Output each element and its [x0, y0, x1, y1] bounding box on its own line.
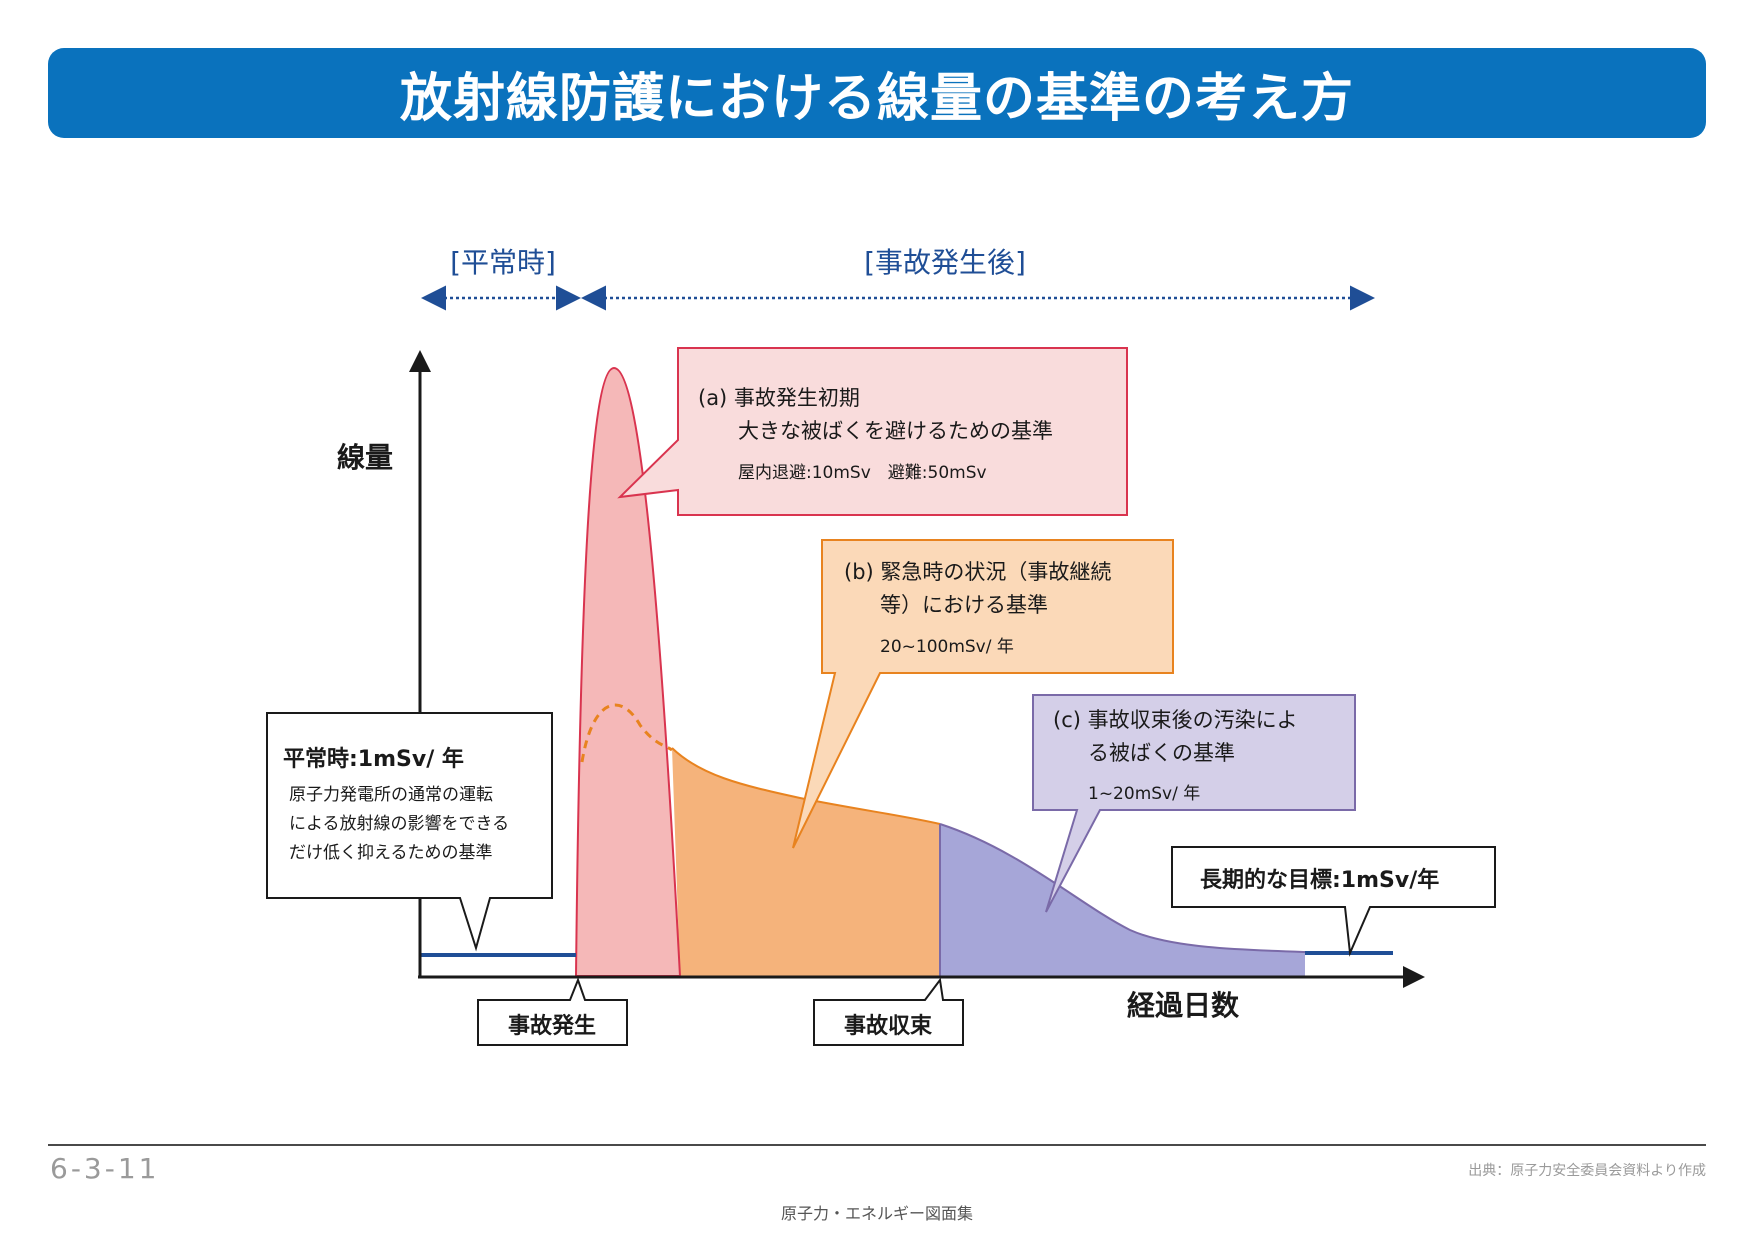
phase-b-curve: [671, 747, 941, 825]
footer-divider: [48, 1144, 1706, 1146]
callout-long-term-box: [1171, 846, 1496, 957]
callout-normal-line-2: による放射線の影響をできる: [289, 814, 509, 834]
x-axis-label: 経過日数: [1127, 989, 1240, 1022]
callout-normal-title: 平常時:1mSv/ 年: [283, 746, 464, 772]
period-label-after: [事故発生後]: [864, 246, 1026, 279]
source-note: 出典：原子力安全委員会資料より作成: [1468, 1163, 1706, 1179]
callout-b-line-2: 等）における基準: [880, 593, 1048, 617]
phase-c-curve: [939, 823, 1306, 953]
callout-a-line-3: 屋内退避:10mSv 避難:50mSv: [738, 463, 987, 483]
callout-normal-line-1: 原子力発電所の通常の運転: [289, 785, 493, 805]
dose-standard-diagram: [平常時] [事故発生後] 線量 経過日数 平常時:1mSv/ 年 原子力発電所…: [266, 246, 1496, 1046]
page-title: 放射線防護における線量の基準の考え方: [399, 68, 1354, 129]
callout-a-line-1: (a) 事故発生初期: [698, 386, 860, 410]
phase-a-spike: [574, 366, 682, 977]
callout-long-term-text: 長期的な目標:1mSv/年: [1200, 867, 1439, 893]
callout-c-line-2: る被ばくの基準: [1088, 741, 1235, 765]
phase-c-area: [940, 824, 1305, 976]
callout-c-line-1: (c) 事故収束後の汚染によ: [1053, 708, 1298, 732]
x-axis-arrowhead: [1403, 966, 1425, 988]
period-label-normal: [平常時]: [450, 246, 556, 279]
page-number: 6-3-11: [50, 1152, 160, 1185]
callout-b-line-3: 20~100mSv/ 年: [880, 637, 1014, 657]
callout-b-box: [792, 539, 1174, 849]
callout-c-line-3: 1~20mSv/ 年: [1088, 784, 1200, 804]
callout-c-box: [1032, 694, 1356, 913]
callout-normal-line-3: だけ低く抑えるための基準: [289, 843, 493, 863]
callout-normal-box: [266, 712, 553, 952]
event-accident-box: [477, 977, 628, 1046]
callout-a-line-2: 大きな被ばくを避けるための基準: [738, 419, 1053, 443]
callout-b-line-1: (b) 緊急時の状況（事故継続: [844, 560, 1111, 584]
y-axis-label: 線量: [337, 441, 393, 474]
event-accident-label: 事故発生: [508, 1013, 596, 1039]
event-resolved-label: 事故収束: [844, 1013, 933, 1039]
event-resolved-box: [813, 977, 964, 1046]
collection-name: 原子力・エネルギー図面集: [780, 1204, 973, 1223]
y-axis-arrowhead: [409, 350, 431, 372]
callout-a-box: [617, 347, 1128, 516]
phase-b-area: [672, 748, 940, 976]
title-bar: 放射線防護における線量の基準の考え方: [48, 48, 1706, 138]
